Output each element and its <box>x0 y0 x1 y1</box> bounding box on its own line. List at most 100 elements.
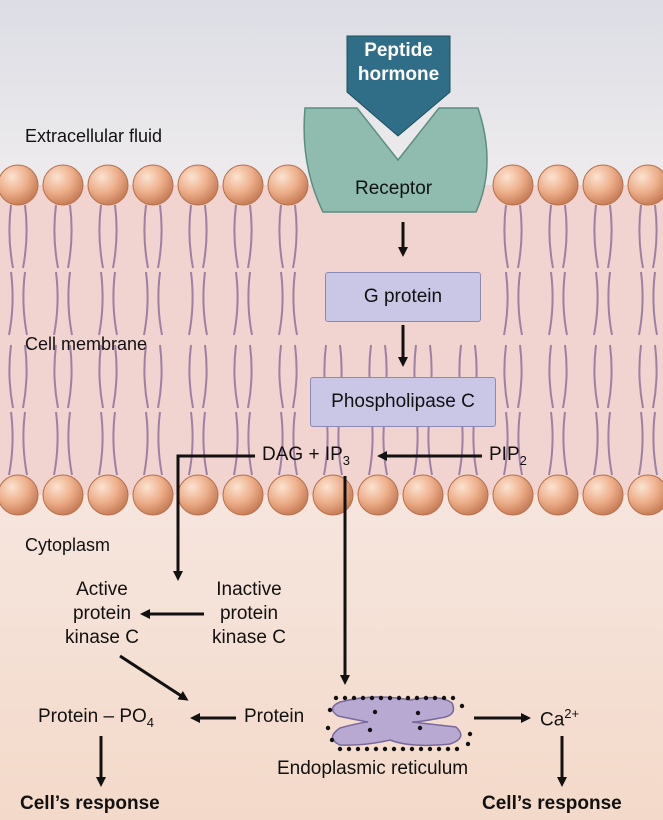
lipid-tails <box>8 204 658 476</box>
ribosome-dot <box>372 709 378 715</box>
lipid-tail <box>562 204 568 269</box>
protein-po4-sub: 4 <box>146 714 155 730</box>
lipid-tail <box>278 411 284 476</box>
lipid-tail <box>8 411 14 476</box>
ribosome-dot <box>400 746 406 752</box>
ribosome-dot <box>391 746 397 752</box>
lipid-tail <box>112 271 118 336</box>
lipid-tail <box>607 271 613 336</box>
lipid-tail <box>548 344 554 409</box>
calcium-label: Ca2+ <box>540 706 579 731</box>
phospholipid-head <box>582 474 624 516</box>
pip2-sub: 2 <box>519 452 527 468</box>
receptor-shape <box>303 107 488 213</box>
lipid-tail <box>188 204 194 269</box>
ribosome-dot <box>409 746 415 752</box>
ribosome-dot <box>333 695 339 701</box>
lipid-tail <box>562 411 568 476</box>
protein-label: Protein <box>244 706 305 727</box>
arrows <box>96 222 567 787</box>
ribosome-dot <box>450 695 456 701</box>
inactive-pkc-line2: protein <box>219 603 279 624</box>
phospholipid-head <box>42 474 84 516</box>
ribosome-dot <box>415 710 421 716</box>
calcium-text: Ca <box>540 709 565 731</box>
lipid-tail <box>53 411 59 476</box>
lipid-tail <box>247 411 253 476</box>
lipid-tail <box>143 411 149 476</box>
inactive-pkc-label: Inactive protein kinase C <box>194 578 304 650</box>
er-shape <box>325 695 473 752</box>
arrow-dag-to-pkc <box>173 454 255 581</box>
lipid-tail <box>143 271 149 336</box>
lipid-tail <box>98 204 104 269</box>
cytoplasm-label: Cytoplasm <box>25 535 111 555</box>
lipid-tail <box>157 271 163 336</box>
ribosome-dot <box>364 746 370 752</box>
phospholipid-head <box>177 164 219 206</box>
lipid-tail <box>202 204 208 269</box>
g-protein-box: G protein <box>325 272 481 322</box>
ribosome-dot <box>342 695 348 701</box>
lipid-tail <box>247 271 253 336</box>
lipid-tail <box>188 271 194 336</box>
lipid-tail <box>233 271 239 336</box>
pip2-text: PIP <box>489 444 520 465</box>
dag-ip3-text: DAG + IP <box>262 444 343 465</box>
lipid-tail <box>292 344 298 409</box>
phospholipid-head <box>402 474 444 516</box>
lipid-tail <box>8 271 14 336</box>
phospholipase-c-label: Phospholipase C <box>331 391 475 412</box>
lipid-tail <box>503 344 509 409</box>
phospholipid-head <box>132 164 174 206</box>
lipid-tail <box>652 344 658 409</box>
inactive-pkc-line3: kinase C <box>212 627 286 648</box>
dag-ip3-label: DAG + IP3 <box>262 444 350 468</box>
phospholipid-head <box>132 474 174 516</box>
lipid-tail <box>562 271 568 336</box>
phospholipid-head <box>312 474 354 516</box>
ribosome-dot <box>405 695 411 701</box>
cell-membrane-label: Cell membrane <box>25 334 148 354</box>
lipid-tail <box>638 271 644 336</box>
lipid-tail <box>652 271 658 336</box>
active-pkc-line1: Active <box>76 579 128 600</box>
active-pkc-line2: protein <box>72 603 132 624</box>
lipid-tail <box>638 411 644 476</box>
ribosome-dot <box>337 746 343 752</box>
cells-response-left: Cell’s response <box>20 793 160 814</box>
active-pkc-line3: kinase C <box>65 627 139 648</box>
er-label: Endoplasmic reticulum <box>277 758 469 779</box>
lipid-tail <box>652 411 658 476</box>
hormone-label-line2: hormone <box>357 64 440 85</box>
lipid-tail <box>548 271 554 336</box>
cells-response-right: Cell’s response <box>482 793 622 814</box>
phospholipid-heads <box>0 164 663 516</box>
hormone-label-line1: Peptide <box>364 40 433 61</box>
phospholipase-c-box: Phospholipase C <box>310 377 496 427</box>
lipid-tail <box>188 411 194 476</box>
phospholipid-head <box>537 164 579 206</box>
phospholipid-head <box>492 474 534 516</box>
lipid-tail <box>67 271 73 336</box>
active-pkc-label: Active protein kinase C <box>50 578 154 650</box>
lipid-tail <box>53 204 59 269</box>
lipid-tail <box>607 344 613 409</box>
ribosome-dot <box>346 746 352 752</box>
ribosome-dot <box>417 725 423 731</box>
ribosome-dot <box>351 695 357 701</box>
lipid-tail <box>548 411 554 476</box>
lipid-tail <box>67 204 73 269</box>
phospholipid-head <box>357 474 399 516</box>
g-protein-label: G protein <box>363 286 443 307</box>
phospholipid-head <box>0 474 39 516</box>
lipid-tail <box>292 271 298 336</box>
pip2-label: PIP2 <box>489 444 527 468</box>
ribosome-dot <box>360 695 366 701</box>
dag-ip3-sub: 3 <box>342 452 351 468</box>
lipid-tail <box>157 204 163 269</box>
phospholipid-head <box>447 474 489 516</box>
lipid-tail <box>503 271 509 336</box>
lipid-tail <box>22 204 28 269</box>
ribosome-dot <box>418 746 424 752</box>
